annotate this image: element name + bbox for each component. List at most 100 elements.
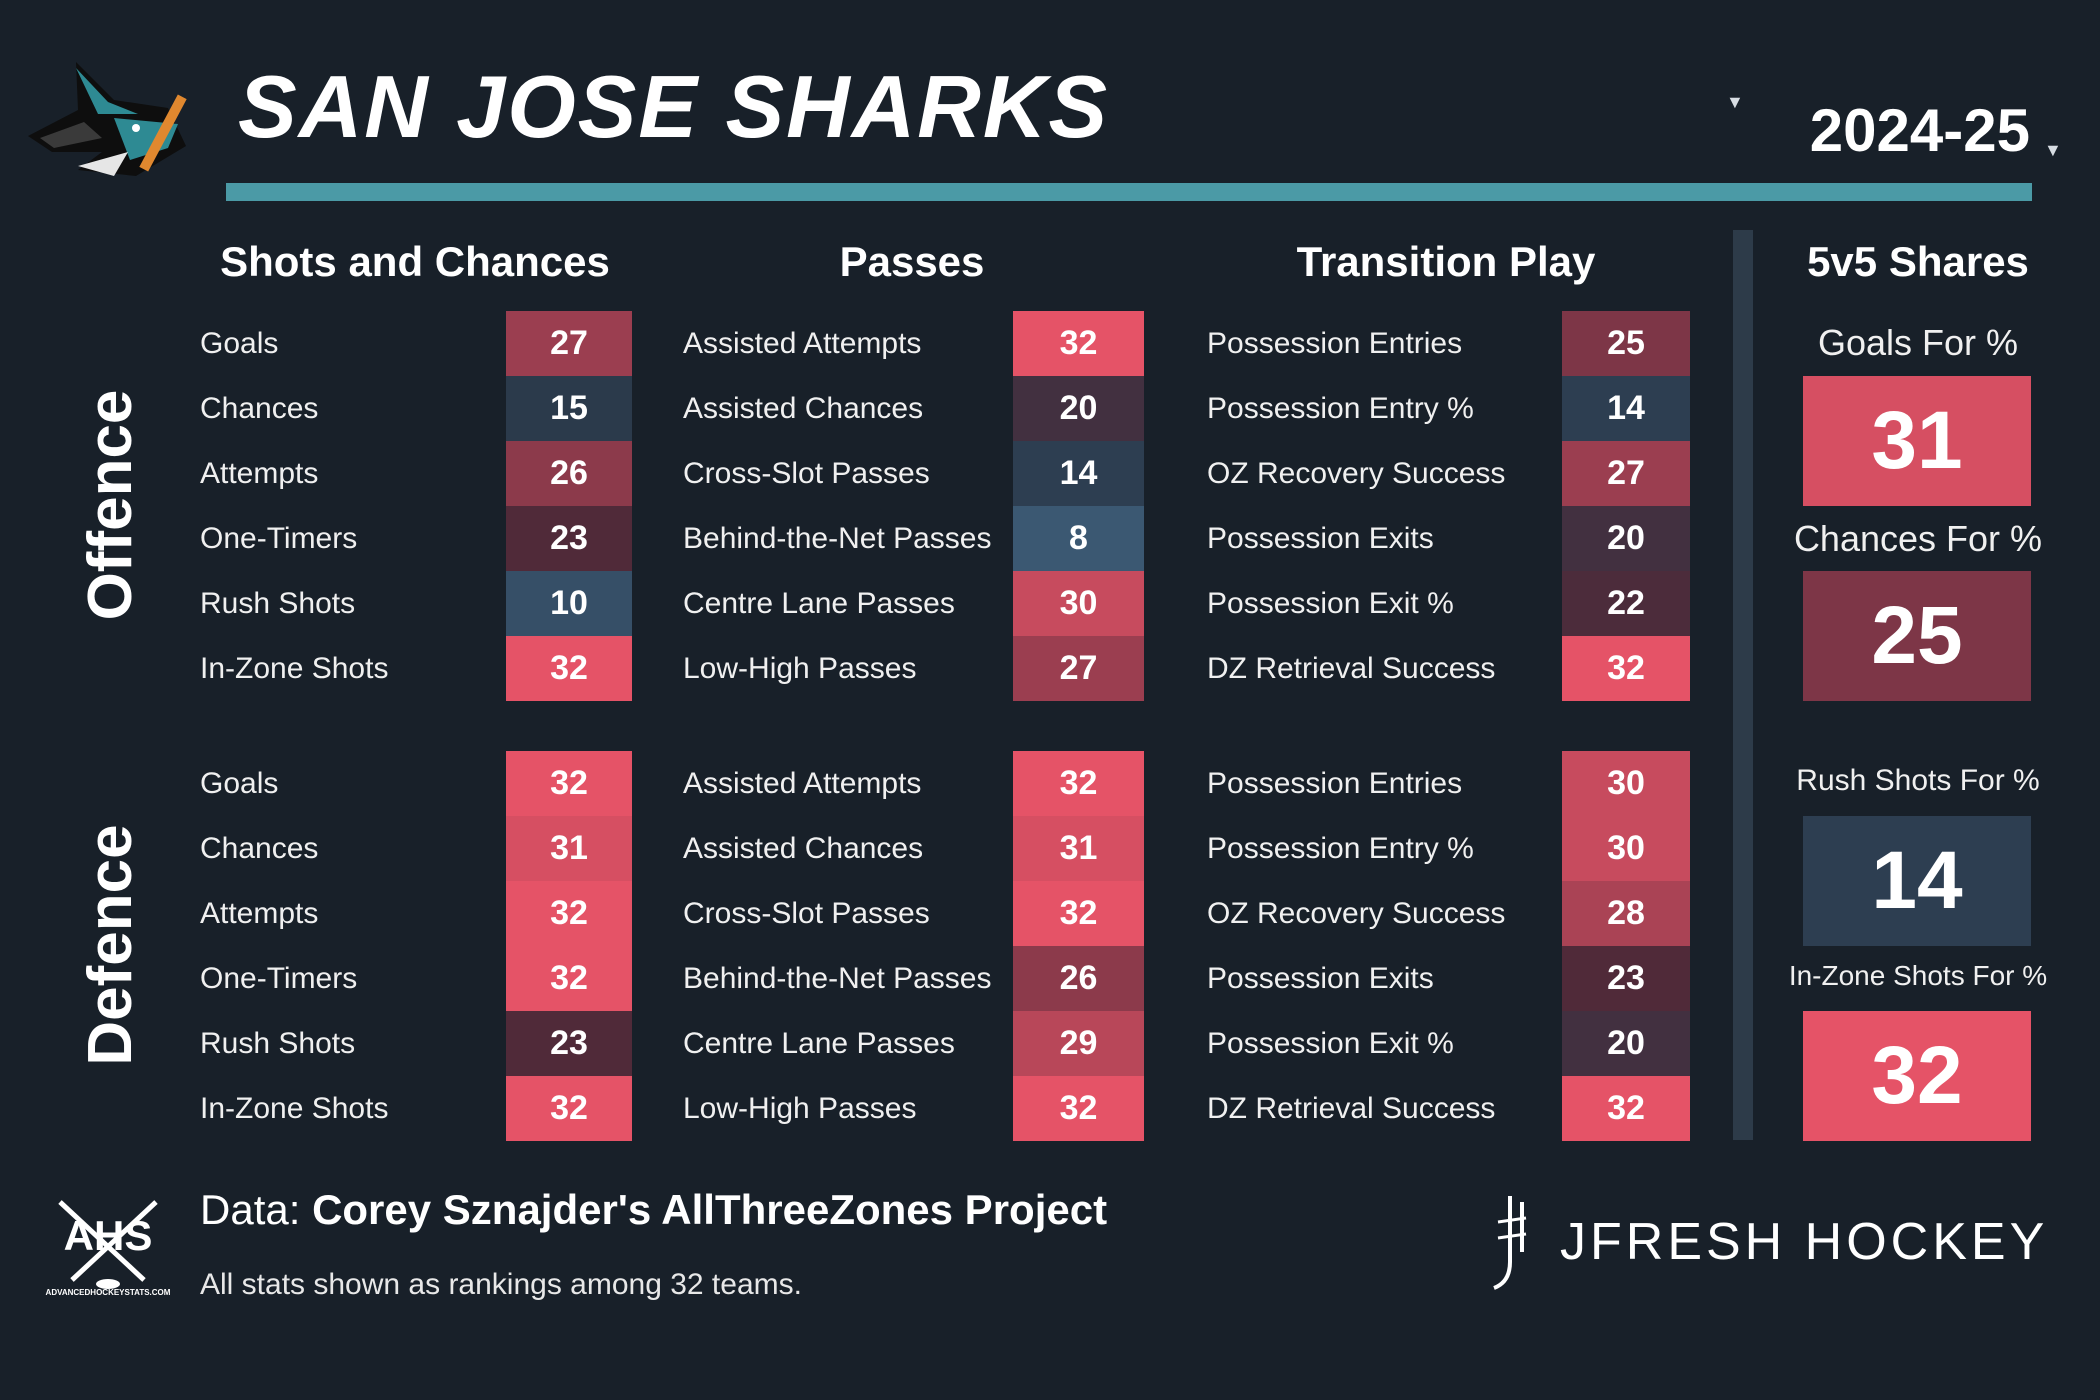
offence-passes-label: Assisted Attempts <box>683 326 922 360</box>
chevron-down-icon[interactable]: ▼ <box>1726 92 1744 112</box>
offence-transition-rank-cell: 20 <box>1562 506 1690 571</box>
offence-transition-label: Possession Exits <box>1207 521 1434 555</box>
defence-table: Goals 32 Chances 31 Attempts 32 One-Timers 32 Ru… <box>0 751 1720 1141</box>
offence-shots-label: One-Timers <box>200 521 358 555</box>
defence-shots-label: Goals <box>200 766 279 800</box>
share-label-goals: Goals For % <box>1817 322 2019 363</box>
offence-shots-rank-cell: 10 <box>506 571 632 636</box>
defence-shots-label: Chances <box>200 831 319 865</box>
ahs-logo: AHS ADVANCEDHOCKEYSTATS.COM <box>46 1190 170 1300</box>
team-title: SAN JOSE SHARKS <box>238 57 1110 156</box>
defence-passes-rank-cell: 31 <box>1013 816 1144 881</box>
offence-shots-label: Goals <box>200 326 279 360</box>
team-logo <box>18 48 198 198</box>
defence-shots-label: Attempts <box>200 896 319 930</box>
defence-shots-rank-cell: 32 <box>506 946 632 1011</box>
defence-transition-rank-cell: 30 <box>1562 816 1690 881</box>
sharks-logo-icon <box>28 62 187 176</box>
defence-passes-label: Low-High Passes <box>683 1091 917 1125</box>
offence-transition-rank-cell: 32 <box>1562 636 1690 701</box>
offence-shots-label: Chances <box>200 391 319 425</box>
defence-passes-label: Cross-Slot Passes <box>683 896 930 930</box>
offence-transition-label: Possession Entries <box>1207 326 1463 360</box>
defence-transition-label: DZ Retrieval Success <box>1207 1091 1496 1125</box>
offence-transition-rank-cell: 22 <box>1562 571 1690 636</box>
offence-passes-rank-cell: 32 <box>1013 311 1144 376</box>
offence-shots-rank-cell: 26 <box>506 441 632 506</box>
offence-shots-label: In-Zone Shots <box>200 651 389 685</box>
defence-shots-label: Rush Shots <box>200 1026 356 1060</box>
defence-transition-label: Possession Entry % <box>1207 831 1474 865</box>
offence-passes-rank-cell: 27 <box>1013 636 1144 701</box>
offence-passes-rank-cell: 14 <box>1013 441 1144 506</box>
offence-shots-label: Rush Shots <box>200 586 356 620</box>
season-selector[interactable]: 2024-25 <box>1809 97 2030 164</box>
defence-transition-rank-cell: 28 <box>1562 881 1690 946</box>
ahs-url: ADVANCEDHOCKEYSTATS.COM <box>45 1288 171 1297</box>
share-value-goals: 31 <box>1803 376 2031 506</box>
ahs-text: AHS <box>63 1212 153 1259</box>
data-source-name: Corey Sznajder's AllThreeZones Project <box>312 1186 1108 1233</box>
data-source: Data: Corey Sznajder's AllThreeZones Pro… <box>200 1186 1107 1234</box>
offence-passes-label: Assisted Chances <box>683 391 924 425</box>
defence-shots-label: In-Zone Shots <box>200 1091 389 1125</box>
offence-transition-label: Possession Entry % <box>1207 391 1474 425</box>
share-value-chances: 25 <box>1803 571 2031 701</box>
offence-transition-rank-cell: 14 <box>1562 376 1690 441</box>
section-title-shares: 5v5 Shares <box>1807 238 2029 285</box>
offence-shots-rank-cell: 15 <box>506 376 632 441</box>
defence-shots-rank-cell: 31 <box>506 816 632 881</box>
share-label-inzone: In-Zone Shots For % <box>1788 960 2048 991</box>
section-title-shots: Shots and Chances <box>220 238 610 285</box>
defence-passes-label: Assisted Chances <box>683 831 924 865</box>
chevron-down-icon[interactable]: ▼ <box>2044 140 2062 160</box>
offence-shots-rank-cell: 23 <box>506 506 632 571</box>
section-title-transition: Transition Play <box>1296 238 1596 285</box>
offence-transition-rank-cell: 25 <box>1562 311 1690 376</box>
share-label-chances: Chances For % <box>1793 518 2043 559</box>
ranking-note: All stats shown as rankings among 32 tea… <box>200 1268 802 1301</box>
data-prefix: Data: <box>200 1186 301 1233</box>
share-value-inzone: 32 <box>1803 1011 2031 1141</box>
defence-transition-rank-cell: 20 <box>1562 1011 1690 1076</box>
offence-transition-label: Possession Exit % <box>1207 586 1454 620</box>
defence-transition-label: Possession Exit % <box>1207 1026 1454 1060</box>
defence-passes-label: Behind-the-Net Passes <box>683 961 992 995</box>
share-label-rush: Rush Shots For % <box>1796 764 2040 797</box>
defence-passes-label: Centre Lane Passes <box>683 1026 955 1060</box>
offence-passes-label: Behind-the-Net Passes <box>683 521 992 555</box>
offence-passes-rank-cell: 20 <box>1013 376 1144 441</box>
offence-passes-label: Low-High Passes <box>683 651 917 685</box>
defence-passes-rank-cell: 29 <box>1013 1011 1144 1076</box>
defence-shots-rank-cell: 32 <box>506 1076 632 1141</box>
defence-transition-rank-cell: 23 <box>1562 946 1690 1011</box>
defence-shots-label: One-Timers <box>200 961 358 995</box>
offence-passes-label: Cross-Slot Passes <box>683 456 930 490</box>
title-divider <box>226 183 2032 201</box>
offence-shots-label: Attempts <box>200 456 319 490</box>
defence-passes-rank-cell: 32 <box>1013 751 1144 816</box>
offence-transition-label: OZ Recovery Success <box>1207 456 1506 490</box>
defence-shots-rank-cell: 32 <box>506 751 632 816</box>
offence-shots-rank-cell: 32 <box>506 636 632 701</box>
defence-passes-rank-cell: 26 <box>1013 946 1144 1011</box>
offence-transition-label: DZ Retrieval Success <box>1207 651 1496 685</box>
defence-transition-label: Possession Entries <box>1207 766 1463 800</box>
offence-passes-rank-cell: 30 <box>1013 571 1144 636</box>
defence-transition-rank-cell: 30 <box>1562 751 1690 816</box>
defence-transition-rank-cell: 32 <box>1562 1076 1690 1141</box>
defence-passes-rank-cell: 32 <box>1013 881 1144 946</box>
offence-table: Goals 27 Chances 15 Attempts 26 One-Timers 23 Ru… <box>0 311 1720 701</box>
offence-transition-rank-cell: 27 <box>1562 441 1690 506</box>
offence-passes-rank-cell: 8 <box>1013 506 1144 571</box>
offence-passes-label: Centre Lane Passes <box>683 586 955 620</box>
hockey-sticks-icon <box>58 1200 158 1289</box>
defence-transition-label: Possession Exits <box>1207 961 1434 995</box>
offence-shots-rank-cell: 27 <box>506 311 632 376</box>
share-value-rush: 14 <box>1803 816 2031 946</box>
defence-shots-rank-cell: 23 <box>506 1011 632 1076</box>
column-divider <box>1733 230 1753 1140</box>
defence-transition-label: OZ Recovery Success <box>1207 896 1506 930</box>
section-title-passes: Passes <box>839 238 985 285</box>
jfresh-logo-icon <box>1480 1192 1540 1292</box>
